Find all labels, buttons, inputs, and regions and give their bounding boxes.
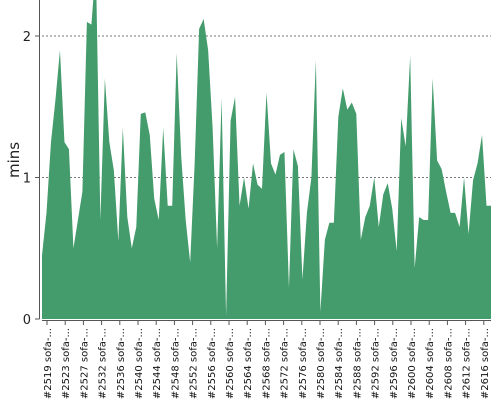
x-tick-label: #2540 sofa-... (134, 328, 145, 399)
y-axis-title: mins (5, 142, 23, 178)
x-tick-label: #2568 sofa-... (261, 328, 272, 399)
x-tick-label: #2596 sofa-... (389, 328, 400, 399)
x-tick-label: #2519 sofa-... (43, 328, 54, 399)
x-tick-label: #2592 sofa-... (371, 328, 382, 399)
x-axis: #2519 sofa-... #2523 sofa-... #2527 sofa-.… (42, 320, 491, 399)
x-tick-label: #2600 sofa-... (407, 328, 418, 399)
x-tick-label: #2580 sofa-... (316, 328, 327, 399)
area-fill (42, 0, 491, 319)
x-tick-label: #2588 sofa-... (352, 328, 363, 399)
x-tick-label: #2544 sofa-... (152, 328, 163, 399)
y-tick-label: 0 (23, 313, 31, 328)
x-tick-label: #2523 sofa-... (61, 328, 72, 399)
x-tick-label: #2564 sofa-... (243, 328, 254, 399)
x-tick-label: #2584 sofa-... (334, 328, 345, 399)
x-tick-label: #2560 sofa-... (225, 328, 236, 399)
x-tick-label: #2527 sofa-... (79, 328, 90, 399)
x-tick-label: #2548 sofa-... (170, 328, 181, 399)
y-axis: 0 1 2 (23, 0, 40, 328)
x-tick-label: #2552 sofa-... (189, 328, 200, 399)
x-tick-label: #2608 sofa-... (443, 328, 454, 399)
x-tick-label: #2604 sofa-... (425, 328, 436, 399)
x-tick-label: #2612 sofa-... (462, 328, 473, 399)
y-tick-label: 2 (23, 30, 31, 45)
x-tick-label: #2536 sofa-... (116, 328, 127, 399)
x-tick-label: #2616 sofa-... (480, 328, 491, 399)
x-tick-label: #2572 sofa-... (280, 328, 291, 399)
x-tick-label: #2532 sofa-... (98, 328, 109, 399)
x-tick-label: #2556 sofa-... (207, 328, 218, 399)
x-tick-label: #2576 sofa-... (298, 328, 309, 399)
area-series (42, 0, 491, 319)
y-tick-label: 1 (23, 172, 31, 187)
